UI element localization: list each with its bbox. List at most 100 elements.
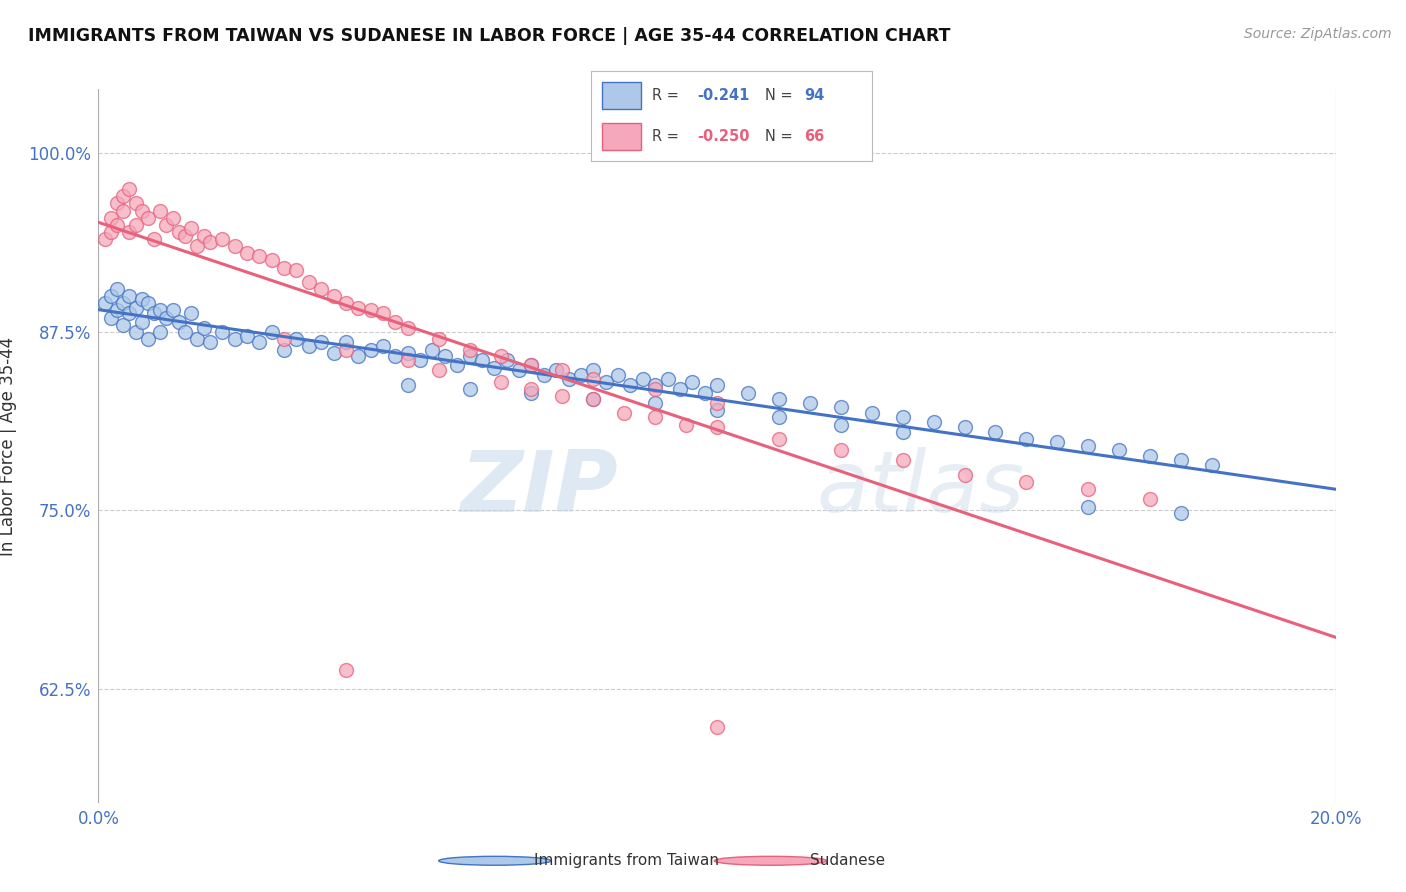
Circle shape <box>439 856 551 865</box>
Text: atlas: atlas <box>815 447 1024 531</box>
Point <box>105 218 128 232</box>
Y-axis label: In Labor Force | Age 35-44: In Labor Force | Age 35-44 <box>0 336 17 556</box>
Point <box>322 289 344 303</box>
Point <box>644 377 666 392</box>
Point <box>984 425 1007 439</box>
Point <box>644 382 666 396</box>
Point <box>520 358 543 372</box>
Point <box>131 203 153 218</box>
Point <box>211 325 233 339</box>
FancyBboxPatch shape <box>602 123 641 150</box>
Point <box>186 239 208 253</box>
Point <box>693 386 716 401</box>
Point <box>162 211 184 225</box>
Point <box>247 334 270 349</box>
Point <box>149 203 172 218</box>
Point <box>422 343 444 358</box>
Point <box>224 332 246 346</box>
Point <box>198 334 221 349</box>
Point <box>193 229 215 244</box>
Point <box>124 196 146 211</box>
Point <box>768 410 790 425</box>
Text: N =: N = <box>765 88 793 103</box>
Point <box>1077 439 1099 453</box>
Point <box>371 306 394 320</box>
Point <box>371 339 394 353</box>
Point <box>706 396 728 410</box>
Point <box>384 315 406 329</box>
Point <box>582 372 605 386</box>
Text: IMMIGRANTS FROM TAIWAN VS SUDANESE IN LABOR FORCE | AGE 35-44 CORRELATION CHART: IMMIGRANTS FROM TAIWAN VS SUDANESE IN LA… <box>28 27 950 45</box>
Point <box>112 189 135 203</box>
Point <box>1108 443 1130 458</box>
Text: R =: R = <box>652 88 679 103</box>
Point <box>335 334 357 349</box>
Point <box>193 320 215 334</box>
Text: Source: ZipAtlas.com: Source: ZipAtlas.com <box>1244 27 1392 41</box>
Point <box>551 363 574 377</box>
Point <box>180 220 202 235</box>
Point <box>298 339 321 353</box>
Point <box>335 343 357 358</box>
Point <box>105 282 128 296</box>
Point <box>830 443 852 458</box>
Point <box>607 368 630 382</box>
Point <box>149 325 172 339</box>
Point <box>1077 500 1099 515</box>
Point <box>1170 453 1192 467</box>
Point <box>131 292 153 306</box>
Point <box>484 360 506 375</box>
Point <box>533 368 555 382</box>
Point <box>198 235 221 249</box>
Point <box>458 349 481 363</box>
Point <box>124 325 146 339</box>
Text: N =: N = <box>765 129 793 144</box>
Point <box>211 232 233 246</box>
Point <box>922 415 945 429</box>
Point <box>551 389 574 403</box>
Point <box>657 372 679 386</box>
Point <box>631 372 654 386</box>
Point <box>458 343 481 358</box>
Point <box>118 306 141 320</box>
Point <box>124 301 146 315</box>
Point <box>93 232 115 246</box>
Point <box>260 325 283 339</box>
Point <box>557 372 579 386</box>
Point <box>347 349 370 363</box>
Point <box>273 260 295 275</box>
Point <box>155 310 177 325</box>
Point <box>162 303 184 318</box>
Point <box>100 211 122 225</box>
Point <box>118 182 141 196</box>
Point <box>260 253 283 268</box>
Point <box>180 306 202 320</box>
Point <box>136 296 159 310</box>
Point <box>1077 482 1099 496</box>
Point <box>273 332 295 346</box>
Point <box>891 425 914 439</box>
Point <box>112 318 135 332</box>
Point <box>619 377 641 392</box>
Point <box>236 329 259 343</box>
Point <box>446 358 468 372</box>
Point <box>143 306 166 320</box>
Point <box>830 417 852 432</box>
Text: ZIP: ZIP <box>460 447 619 531</box>
Point <box>100 225 122 239</box>
Point <box>384 349 406 363</box>
Text: Immigrants from Taiwan: Immigrants from Taiwan <box>534 854 720 868</box>
Point <box>112 203 135 218</box>
Point <box>335 663 357 677</box>
Point <box>582 392 605 406</box>
Point <box>471 353 494 368</box>
Point <box>335 296 357 310</box>
Point <box>613 406 636 420</box>
Point <box>149 303 172 318</box>
Point <box>953 420 976 434</box>
Point <box>124 218 146 232</box>
Point <box>891 453 914 467</box>
Point <box>433 349 456 363</box>
Point <box>458 382 481 396</box>
Point <box>489 349 512 363</box>
